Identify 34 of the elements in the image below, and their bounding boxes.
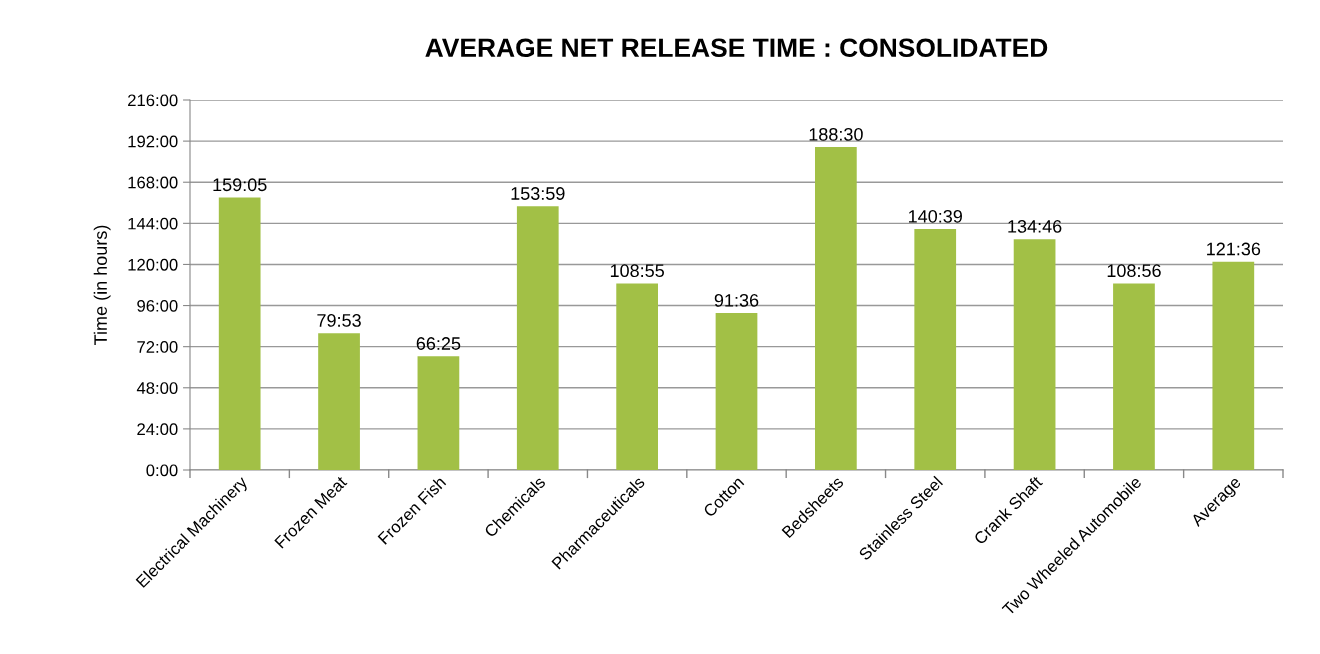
data-label: 91:36 <box>714 293 759 307</box>
y-tick-label: 216:00 <box>128 94 178 107</box>
bar <box>218 197 261 470</box>
chart-title: AVERAGE NET RELEASE TIME : CONSOLIDATED <box>425 38 1048 58</box>
data-label: 108:56 <box>1107 264 1161 278</box>
data-label: 159:05 <box>213 178 267 192</box>
bar <box>914 229 957 470</box>
y-tick-label: 192:00 <box>128 135 178 148</box>
y-tick-label: 0:00 <box>146 464 178 477</box>
data-label: 153:59 <box>511 187 565 200</box>
bar <box>1013 239 1056 470</box>
bar <box>715 313 758 470</box>
y-tick-label: 144:00 <box>128 217 178 230</box>
data-label: 108:55 <box>610 264 664 278</box>
bar <box>616 283 658 470</box>
y-tick-label: 96:00 <box>137 299 178 312</box>
bar <box>1113 283 1155 470</box>
y-tick-label: 168:00 <box>128 176 178 189</box>
y-tick-label: 72:00 <box>137 341 178 353</box>
y-axis-title: Time (in hours) <box>93 225 111 345</box>
y-tick-label: 48:00 <box>136 382 178 394</box>
data-label: 140:39 <box>908 209 962 223</box>
data-label: 121:36 <box>1207 242 1261 256</box>
bar <box>1212 261 1255 470</box>
data-label: 79:53 <box>317 314 361 327</box>
y-tick-label: 24:00 <box>137 423 178 436</box>
bar <box>516 206 559 470</box>
bar <box>318 333 360 470</box>
bar <box>417 356 460 470</box>
data-label: 66:25 <box>416 337 461 350</box>
bar <box>815 147 857 470</box>
data-label: 134:46 <box>1008 220 1062 233</box>
data-label: 188:30 <box>809 127 863 141</box>
y-tick-label: 120:00 <box>128 258 178 271</box>
